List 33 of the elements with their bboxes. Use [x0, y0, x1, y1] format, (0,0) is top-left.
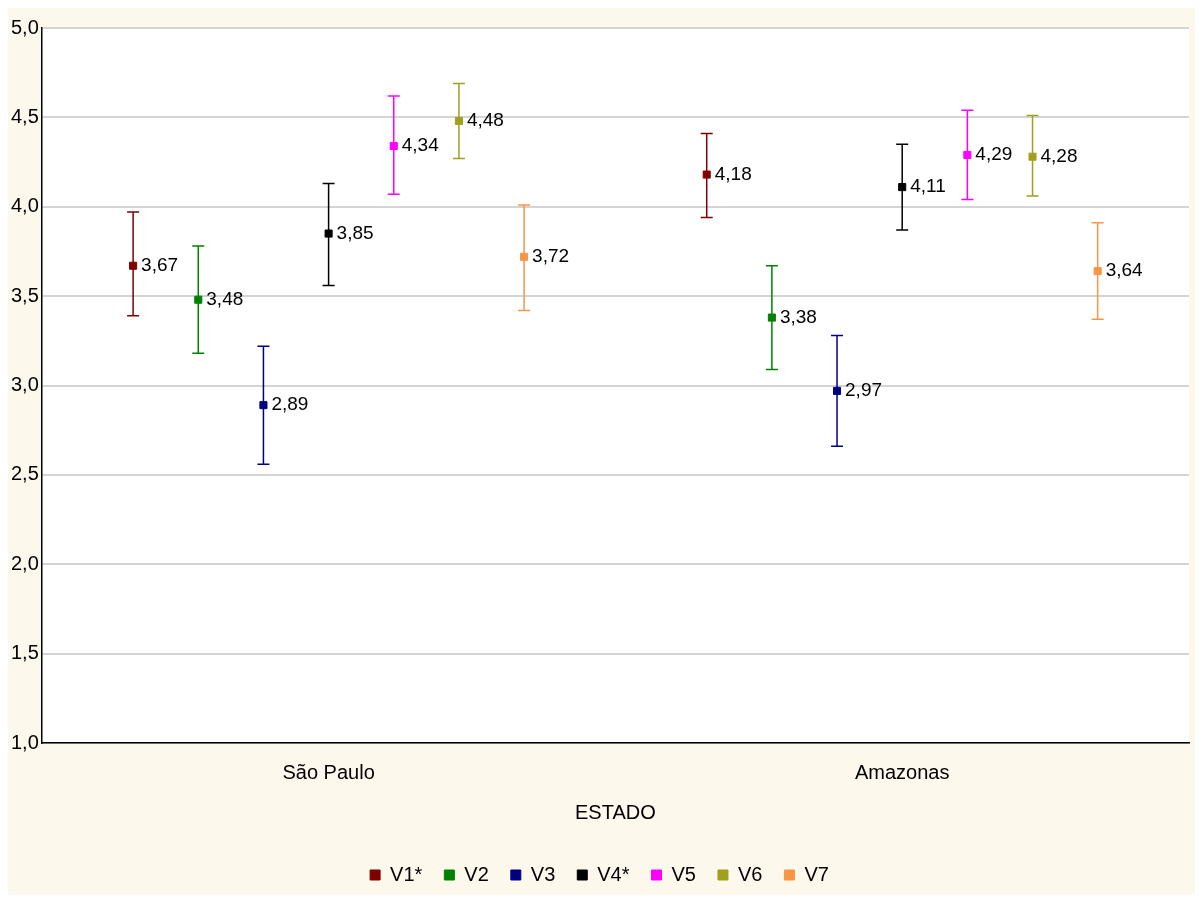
data-label: 2,97 — [845, 379, 883, 401]
y-tick-label: 4,0 — [10, 194, 39, 217]
y-tick-label: 1,0 — [10, 730, 39, 753]
data-label: 3,85 — [336, 221, 374, 243]
data-label: 4,18 — [714, 162, 752, 184]
y-tick-label: 3,0 — [10, 373, 39, 396]
data-label: 3,64 — [1105, 259, 1144, 281]
data-label: 4,34 — [401, 134, 440, 156]
y-tick-label: 2,0 — [10, 551, 39, 574]
y-tick-label: 5,0 — [10, 15, 39, 38]
x-tick-label: São Paulo — [282, 760, 375, 783]
x-axis-title: ESTADO — [575, 800, 656, 823]
x-tick-label: Amazonas — [854, 760, 950, 783]
data-label: 3,67 — [141, 253, 179, 275]
data-label: 4,29 — [975, 143, 1013, 165]
data-label: 3,72 — [532, 245, 570, 267]
legend-label: V1* — [390, 862, 423, 885]
y-tick-label: 3,5 — [10, 283, 39, 306]
legend-label: V7 — [804, 862, 829, 885]
data-label: 3,48 — [206, 287, 244, 309]
data-label: 4,48 — [466, 109, 504, 131]
y-tick-label: 1,5 — [10, 641, 39, 664]
legend-label: V6 — [737, 862, 763, 885]
data-label: 3,38 — [779, 305, 817, 327]
y-tick-label: 4,5 — [10, 104, 39, 127]
data-label: 4,11 — [910, 175, 946, 197]
y-tick-label: 2,5 — [10, 462, 39, 485]
legend-label: V3 — [530, 862, 556, 885]
data-label: 4,28 — [1040, 144, 1078, 166]
legend-label: V5 — [671, 862, 696, 885]
data-label: 2,89 — [271, 393, 309, 415]
legend-label: V2 — [464, 862, 489, 885]
legend-label: V4* — [597, 862, 630, 885]
